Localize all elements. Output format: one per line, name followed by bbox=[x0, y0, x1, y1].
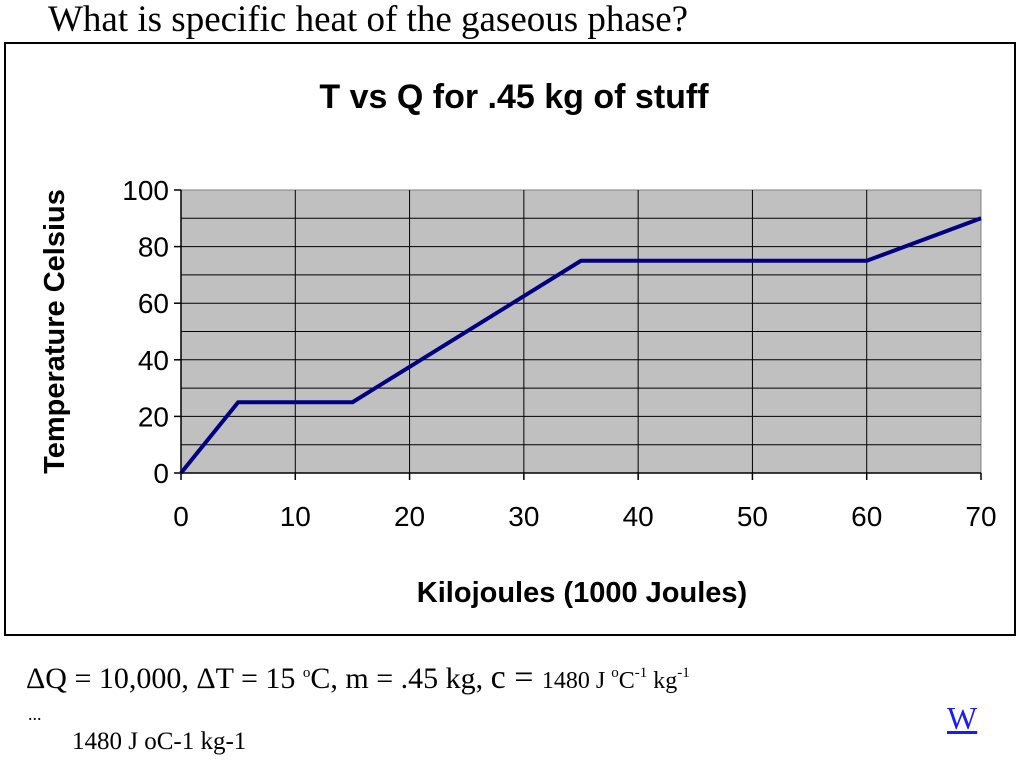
equation-given: ΔQ = 10,000, ΔT = 15 bbox=[26, 662, 303, 695]
y-tick-label: 60 bbox=[138, 288, 169, 319]
equation-degree-sup: o bbox=[302, 665, 311, 681]
equation-line: ΔQ = 10,000, ΔT = 15 oC, m = .45 kg, c =… bbox=[26, 658, 690, 701]
y-tick-label: 0 bbox=[153, 458, 169, 489]
equation-unit-kg: kg bbox=[647, 668, 678, 694]
equation-unit-degree-sup: o bbox=[611, 665, 619, 681]
question-heading: What is specific heat of the gaseous pha… bbox=[48, 0, 689, 40]
x-tick-label: 70 bbox=[965, 501, 996, 532]
x-tick-label: 0 bbox=[173, 501, 189, 532]
equation-exponent-2: -1 bbox=[677, 665, 690, 681]
y-tick-label: 80 bbox=[138, 232, 169, 263]
x-tick-label: 30 bbox=[508, 501, 539, 532]
x-tick-label: 20 bbox=[394, 501, 425, 532]
x-tick-label: 40 bbox=[623, 501, 654, 532]
equation-c-symbol: c = bbox=[490, 659, 542, 696]
equation-exponent-1: -1 bbox=[634, 665, 648, 681]
equation-unit-c: C bbox=[618, 668, 635, 694]
x-axis-label: Kilojoules (1000 Joules) bbox=[417, 577, 747, 609]
plot-area: 0 20 40 60 80 100 0 10 20 30 40 50 60 70 bbox=[122, 175, 996, 532]
temperature-vs-heat-chart: T vs Q for .45 kg of stuff Temperature C… bbox=[39, 78, 997, 609]
x-tick-label: 50 bbox=[737, 501, 768, 532]
y-tick-label: 20 bbox=[138, 401, 169, 432]
y-axis-label: Temperature Celsius bbox=[39, 189, 71, 474]
x-tick-label: 60 bbox=[851, 501, 882, 532]
ellipsis-marker: ... bbox=[28, 704, 42, 724]
series-line bbox=[179, 216, 982, 475]
w-hyperlink[interactable]: W bbox=[947, 700, 978, 736]
answer-text: 1480 J oC-1 kg-1 bbox=[72, 728, 247, 755]
equation-given-rest: C, m = .45 kg, bbox=[310, 662, 491, 695]
chart-frame: T vs Q for .45 kg of stuff Temperature C… bbox=[4, 42, 1016, 636]
x-tick-label: 10 bbox=[280, 501, 311, 532]
equation-value: 1480 J bbox=[541, 668, 612, 694]
y-tick-label: 100 bbox=[122, 175, 169, 206]
chart-title: T vs Q for .45 kg of stuff bbox=[319, 78, 709, 116]
y-tick-label: 40 bbox=[138, 345, 169, 376]
